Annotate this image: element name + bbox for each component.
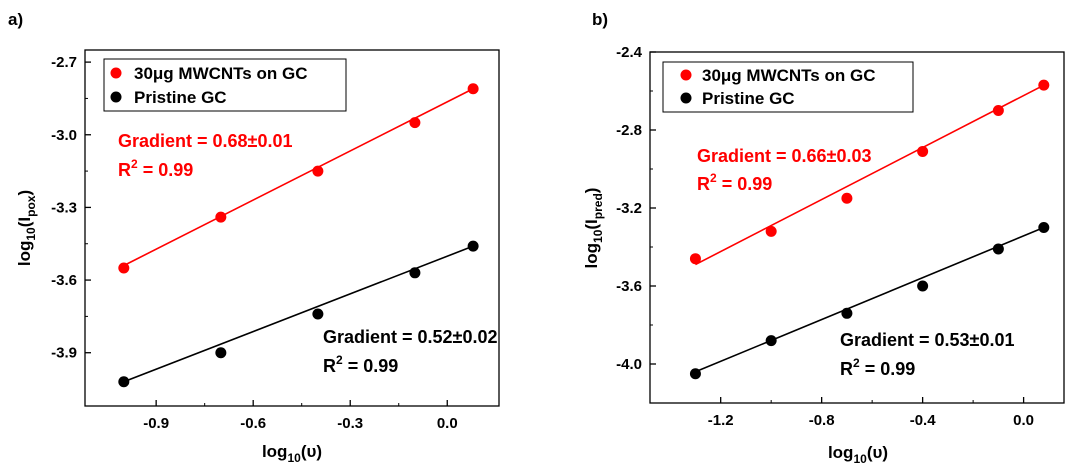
- panel-b-pristine-point: [917, 280, 929, 292]
- panel-a-ticks: -0.9 -0.6 -0.3 0.0 -3.9 -3.6 -3.3 -3.0 -2.7: [51, 54, 458, 432]
- panel-a-pristine-point: [409, 267, 421, 279]
- panel-b-x-tick-label: -0.4: [910, 412, 937, 429]
- panel-a-pristine-point: [467, 240, 479, 252]
- panel-a-pristine-r2: R2 = 0.99: [323, 353, 398, 376]
- panel-b-pristine-point: [1038, 222, 1050, 233]
- panel-b-mwcnts-r2: R2 = 0.99: [697, 171, 772, 194]
- panel-b-legend-box: [662, 61, 914, 113]
- panel-b-pristine-point: [689, 368, 701, 380]
- panel-b-mwcnts-point: [1038, 79, 1050, 91]
- panel-a-y-tick-label: -3.3: [51, 199, 77, 216]
- panel-a-pristine-point: [215, 347, 227, 359]
- panel-a-label: a): [8, 10, 23, 29]
- panel-a-mwcnts-gradient: Gradient = 0.68±0.01: [118, 131, 292, 151]
- panel-a-legend: 30μg MWCNTs on GC Pristine GC: [103, 58, 347, 112]
- panel-b-y-tick-label: -2.8: [616, 122, 642, 139]
- panel-b-mwcnts-point: [841, 192, 853, 204]
- panel-a-mwcnts-r2: R2 = 0.99: [118, 157, 193, 180]
- panel-b-ticks: -1.2 -0.8 -0.4 0.0 -4.0 -3.6 -3.2 -2.8 -2.4: [616, 44, 1034, 429]
- panel-a-x-tick-label: -0.6: [240, 415, 266, 432]
- panel-a-x-tick-label: -0.3: [337, 415, 363, 432]
- panel-b-pristine-point: [765, 335, 777, 347]
- panel-a-mwcnts-point: [409, 117, 421, 129]
- panel-a-pristine-gradient: Gradient = 0.52±0.02: [323, 327, 497, 347]
- panel-a-legend-marker-pristine: [110, 91, 122, 103]
- panel-a-y-axis-label: log10(Ipox): [15, 190, 38, 266]
- panel-b-legend-label-pristine: Pristine GC: [702, 89, 795, 108]
- panel-b-mwcnts-point: [689, 253, 701, 265]
- panel-b-y-axis-label: log10(Ipred): [582, 188, 605, 269]
- panel-b-pristine-fit-line: [695, 226, 1045, 373]
- panel-b-legend-marker-mwcnts: [680, 69, 692, 81]
- panel-b-pristine-point: [841, 307, 853, 319]
- panel-b-mwcnts-point: [917, 145, 929, 157]
- panel-b-y-tick-label: -3.6: [616, 278, 642, 295]
- panel-b-y-tick-label: -3.2: [616, 200, 642, 217]
- panel-b-fit-lines: [695, 84, 1045, 373]
- panel-b-x-tick-label: 0.0: [1013, 412, 1034, 429]
- panel-a-pristine-point: [118, 376, 130, 388]
- panel-a-y-tick-label: -3.6: [51, 272, 77, 289]
- panel-a-legend-marker-mwcnts: [110, 67, 122, 79]
- panel-b-legend-marker-pristine: [680, 92, 692, 104]
- panel-b-label: b): [592, 10, 608, 29]
- panel-a-pristine-point: [312, 308, 324, 320]
- panel-b-pristine-gradient: Gradient = 0.53±0.01: [840, 330, 1014, 350]
- panel-a-points: [118, 83, 479, 388]
- panel-a-x-tick-label: -0.9: [143, 415, 169, 432]
- panel-a-y-tick-label: -3.9: [51, 345, 77, 362]
- panel-b-y-tick-label: -2.4: [616, 44, 643, 61]
- panel-a: a) -0.9 -0.6 -0.3 0.0 -3.9 -3.6 -3.3 -3.0 -2.7 l…: [8, 10, 500, 464]
- panel-b-mwcnts-point: [765, 225, 777, 237]
- panel-b-mwcnts-point: [992, 105, 1004, 116]
- panel-a-mwcnts-point: [215, 211, 227, 223]
- panel-b-legend: 30μg MWCNTs on GC Pristine GC: [662, 61, 914, 113]
- panel-b-frame: [649, 51, 1065, 404]
- panel-b-mwcnts-gradient: Gradient = 0.66±0.03: [697, 146, 871, 166]
- panel-b-legend-label-mwcnts: 30μg MWCNTs on GC: [702, 66, 875, 85]
- panel-b-points: [689, 79, 1050, 380]
- panel-b-pristine-r2: R2 = 0.99: [840, 356, 915, 379]
- panel-a-mwcnts-point: [118, 262, 130, 274]
- panel-b-mwcnts-fit-line: [695, 84, 1045, 266]
- panel-b-y-tick-label: -4.0: [616, 356, 642, 373]
- panel-a-legend-label-pristine: Pristine GC: [134, 88, 227, 107]
- panel-a-x-tick-label: 0.0: [437, 415, 458, 432]
- panel-a-legend-box: [103, 58, 347, 112]
- panel-a-pristine-fit-line: [123, 245, 474, 383]
- panel-b-x-tick-label: -1.2: [708, 412, 734, 429]
- panel-b-pristine-point: [992, 243, 1004, 255]
- panel-a-mwcnts-point: [312, 165, 324, 177]
- panel-a-y-tick-label: -3.0: [51, 127, 77, 144]
- panel-a-mwcnts-point: [467, 83, 479, 95]
- panel-b-x-tick-label: -0.8: [809, 412, 835, 429]
- panel-a-legend-label-mwcnts: 30μg MWCNTs on GC: [134, 64, 307, 83]
- panel-a-y-tick-label: -2.7: [51, 54, 77, 71]
- panel-a-x-axis-label: log10(υ): [262, 442, 322, 464]
- panel-a-frame: [84, 49, 500, 407]
- panel-b: b) -1.2 -0.8 -0.4 0.0 -4.0 -3.6 -3.2 -2.8 -2.4 l…: [582, 10, 1065, 464]
- panel-b-x-axis-label: log10(υ): [828, 443, 888, 464]
